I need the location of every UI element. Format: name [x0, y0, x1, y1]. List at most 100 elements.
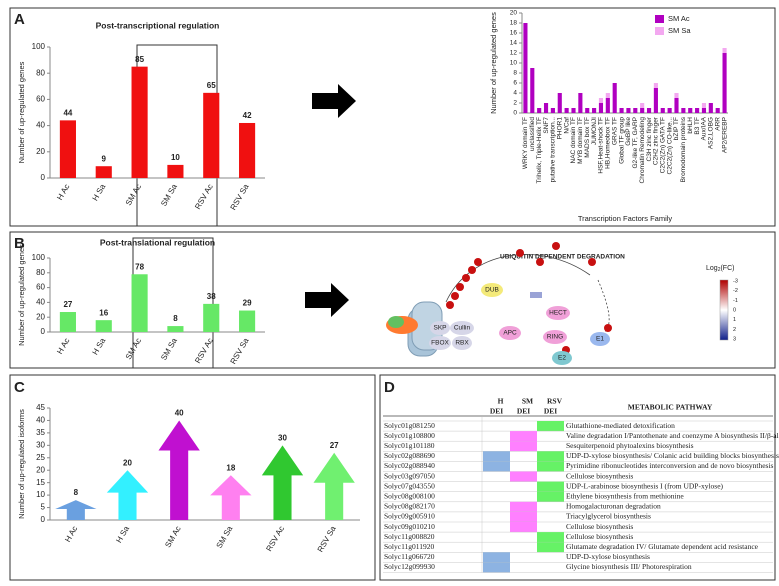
y-tick-label: 25: [36, 453, 45, 462]
value-label: 9: [102, 154, 107, 163]
bar-segment: [715, 108, 720, 113]
de-cell: [537, 461, 564, 472]
x-tick-label: SM Sa: [215, 524, 235, 550]
x-tick-label: HB,Homeobox TF: [605, 117, 612, 169]
y-tick-label: 35: [36, 428, 45, 437]
node-label: E1: [596, 336, 604, 343]
de-cell: [510, 492, 537, 502]
bar-segment: [674, 93, 679, 98]
bar-segment: [598, 103, 604, 113]
x-tick-label: PHOR1: [556, 117, 563, 140]
x-tick-label: Chromatin Remodeling: [639, 117, 646, 184]
de-cell: [537, 512, 564, 522]
arrow-mark: [261, 445, 304, 520]
gene-id: Solyc12g099930: [384, 562, 435, 571]
bar-segment: [543, 103, 549, 113]
y-tick-label: 20: [510, 10, 518, 17]
y-tick-label: 8: [513, 70, 517, 77]
bar-segment: [592, 108, 597, 113]
x-tick-label: SM Ac: [163, 525, 182, 550]
bar-segment: [708, 103, 713, 113]
de-cell: [510, 501, 537, 512]
y-tick-label: 20: [36, 147, 45, 156]
de-cell: [483, 451, 510, 462]
y-tick-label: 60: [36, 283, 45, 292]
y-tick-label: 15: [36, 478, 45, 487]
bar-segment: [701, 103, 707, 108]
gene-id: Solyc02g088940: [384, 461, 435, 470]
bar-segment: [571, 108, 576, 113]
y-tick-label: 20: [36, 465, 45, 474]
de-cell: [537, 532, 564, 543]
arrow-mark: [55, 500, 97, 520]
gene-id: Solyc11g011920: [384, 542, 435, 551]
chart-title: Post-translational regulation: [100, 237, 215, 247]
node-label: SKP: [433, 325, 446, 332]
de-cell: [483, 421, 510, 431]
gene-id: Solyc11g008820: [384, 532, 435, 541]
x-tick-label: C2H2 zinc finger: [653, 116, 660, 165]
bar-segment: [660, 108, 665, 113]
bar: [167, 326, 184, 332]
y-tick-label: 100: [32, 42, 46, 51]
y-tick-label: 12: [510, 50, 518, 57]
node-label: RING: [547, 334, 563, 341]
value-label: 85: [135, 55, 144, 64]
y-tick-label: 2: [513, 100, 517, 107]
node-label: APC: [503, 330, 517, 337]
y-tick-label: 6: [513, 80, 517, 87]
value-label: 30: [278, 433, 287, 442]
panel-label: C: [14, 379, 25, 396]
y-tick-label: 4: [513, 90, 517, 97]
de-cell: [537, 522, 564, 532]
pathway: UDP-D-xylose biosynthesis: [566, 552, 650, 561]
de-cell: [483, 532, 510, 542]
color-bar: [719, 279, 729, 341]
y-axis-label: Number of up-regulated genes: [17, 244, 26, 346]
ubiquitin-chain: [446, 242, 612, 354]
pathway-diagram: UBIQUITIN DEPENDENT DEGRADATION DUB SKP …: [386, 242, 738, 365]
bar-segment: [646, 108, 652, 113]
chart-title: Post-transcriptional regulation: [96, 20, 220, 30]
value-label: 16: [99, 308, 108, 317]
de-cell: [510, 522, 537, 533]
column-header: METABOLIC PATHWAY: [628, 403, 713, 412]
de-cell: [483, 482, 510, 492]
bar-segment: [523, 23, 528, 113]
de-cell: [483, 492, 510, 502]
x-tick-label: GeBP like: [625, 117, 632, 146]
color-bar-label: 2: [733, 327, 736, 333]
bar-segment: [530, 68, 535, 113]
bar-segment: [605, 98, 610, 113]
bar-segment: [701, 108, 707, 113]
value-label: 10: [171, 153, 180, 162]
x-tick-label: SM Sa: [159, 182, 179, 208]
de-cell: [483, 562, 510, 573]
bar-segment: [722, 53, 727, 113]
de-cell: [510, 552, 537, 562]
bar-segment: [633, 108, 638, 113]
y-tick-label: 10: [36, 490, 45, 499]
x-tick-label: bHLH: [687, 117, 694, 134]
de-cell: [510, 562, 537, 572]
bar-segment: [667, 108, 672, 113]
pathway: Sesquiterpenoid phytoalexins biosynthesi…: [566, 441, 694, 450]
gene-id: Solyc01g081250: [384, 421, 435, 430]
value-label: 8: [74, 488, 79, 497]
x-tick-label: JUMONJI: [591, 117, 598, 145]
pathway: Ethylene biosynthesis from methionine: [566, 491, 684, 500]
de-cell: [483, 552, 510, 563]
value-label: 65: [207, 81, 216, 90]
value-label: 27: [63, 300, 72, 309]
x-tick-label: H Ac: [55, 183, 71, 202]
bar: [131, 274, 148, 332]
de-cell: [483, 542, 510, 552]
bar-segment: [598, 98, 604, 103]
bar: [59, 120, 76, 178]
pathway: Pyrimidine ribonucleotides interconversi…: [566, 461, 774, 470]
y-tick-label: 30: [36, 440, 45, 449]
de-cell: [483, 441, 510, 451]
y-axis-label: Number of up-regulated isoforms: [17, 409, 26, 519]
de-cell: [510, 482, 537, 492]
gene-id: Solyc02g088690: [384, 451, 435, 460]
